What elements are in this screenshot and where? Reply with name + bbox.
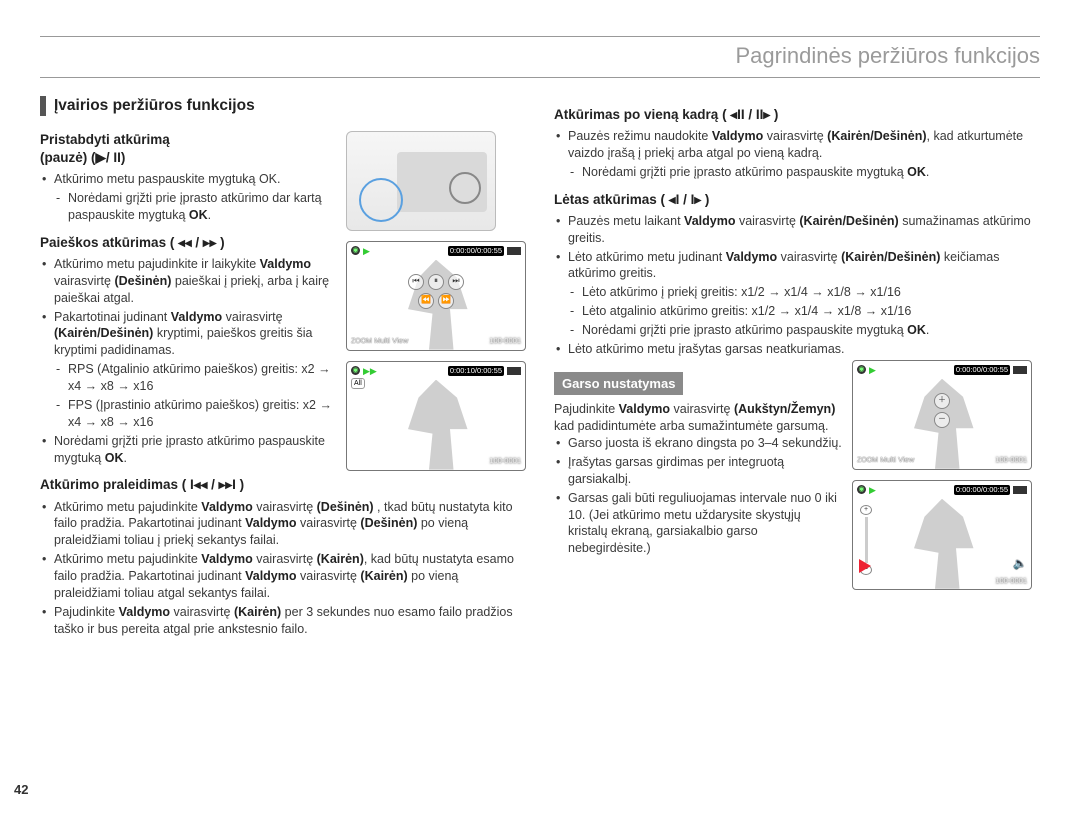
speaker-icon: 🔈: [1013, 557, 1025, 569]
section-title: Įvairios peržiūros funkcijos: [54, 96, 255, 117]
list-item: Norėdami grįžti prie įprasto atkūrimo da…: [40, 190, 526, 224]
columns: Įvairios peržiūros funkcijos ◉▶ 0:00:00/…: [40, 96, 1040, 640]
flag-bar: [40, 96, 46, 116]
frame-heading: Atkūrimas po vieną kadrą ( ◂II / II▸ ): [554, 106, 1040, 124]
vol-up-icon: ＋: [934, 393, 950, 409]
pause-heading-l2: (pauzė) (▶/ II): [40, 150, 125, 165]
file-number: 100-0001: [995, 576, 1027, 586]
list-item: Lėto atkūrimo metu judinant Valdymo vair…: [554, 249, 1040, 283]
list-item: Pakartotinai judinant Valdymo vairasvirt…: [40, 309, 526, 360]
page-number: 42: [14, 781, 28, 799]
list-item: Lėto atgalinio atkūrimo greitis: x1/2 → …: [554, 303, 1040, 320]
rule-header: [40, 77, 1040, 78]
volume-marker-icon: [859, 559, 871, 573]
list-item: FPS (Įprastinio atkūrimo paieškos) greit…: [40, 397, 526, 431]
right-column: Atkūrimas po vieną kadrą ( ◂II / II▸ ) P…: [554, 96, 1040, 640]
list-item: Pajudinkite Valdymo vairasvirtę (Kairėn)…: [40, 604, 526, 638]
left-column: Įvairios peržiūros funkcijos ◉▶ 0:00:00/…: [40, 96, 526, 640]
page-header-title: Pagrindinės peržiūros funkcijos: [40, 41, 1040, 77]
list-item: Norėdami grįžti prie įprasto atkūrimo pa…: [554, 164, 1040, 181]
battery-icon: [507, 247, 521, 255]
rec-icon: ◉: [857, 365, 866, 374]
list-item: Norėdami grįžti prie įprasto atkūrimo pa…: [40, 433, 526, 467]
list-item: Atkūrimo metu paspauskite mygtuką OK.: [40, 171, 526, 188]
vol-down-icon: －: [934, 412, 950, 428]
section-flag: Įvairios peržiūros funkcijos: [40, 96, 526, 117]
list-item: Lėto atkūrimo į priekį greitis: x1/2 → x…: [554, 284, 1040, 301]
list-item: Norėdami grįžti prie įprasto atkūrimo pa…: [554, 322, 1040, 339]
play-icon: ▶: [869, 364, 876, 376]
list-item: Įrašytas garsas girdimas per integruotą …: [554, 454, 1040, 488]
rec-icon: ◉: [351, 246, 360, 255]
list-item: Atkūrimo metu pajudinkite Valdymo vairas…: [40, 551, 526, 602]
timecode: 0:00:00/0:00:55: [448, 246, 504, 256]
skip-heading: Atkūrimo praleidimas ( I◂◂ / ▸▸I ): [40, 476, 526, 494]
list-item: RPS (Atgalinio atkūrimo paieškos) greiti…: [40, 361, 526, 395]
list-item: Garsas gali būti reguliuojamas intervale…: [554, 490, 1040, 558]
list-item: Atkūrimo metu pajudinkite Valdymo vairas…: [40, 499, 526, 550]
list-item: Atkūrimo metu pajudinkite ir laikykite V…: [40, 256, 526, 307]
manual-page: Pagrindinės peržiūros funkcijos Įvairios…: [0, 0, 1080, 660]
list-item: Garso juosta iš ekrano dingsta po 3–4 se…: [554, 435, 1040, 452]
list-item: Pauzės režimu naudokite Valdymo vairasvi…: [554, 128, 1040, 162]
vol-controls: ＋ －: [909, 393, 975, 429]
timecode: 0:00:00/0:00:55: [954, 365, 1010, 375]
list-item: Pauzės metu laikant Valdymo vairasvirtę …: [554, 213, 1040, 247]
pause-heading-l1: Pristabdyti atkūrimą: [40, 132, 170, 147]
battery-icon: [1013, 366, 1027, 374]
list-item: Lėto atkūrimo metu įrašytas garsas neatk…: [554, 341, 1040, 358]
sound-box-title: Garso nustatymas: [554, 372, 683, 396]
slow-heading: Lėtas atkūrimas ( ◂I / I▸ ): [554, 191, 1040, 209]
rule-top: [40, 36, 1040, 37]
